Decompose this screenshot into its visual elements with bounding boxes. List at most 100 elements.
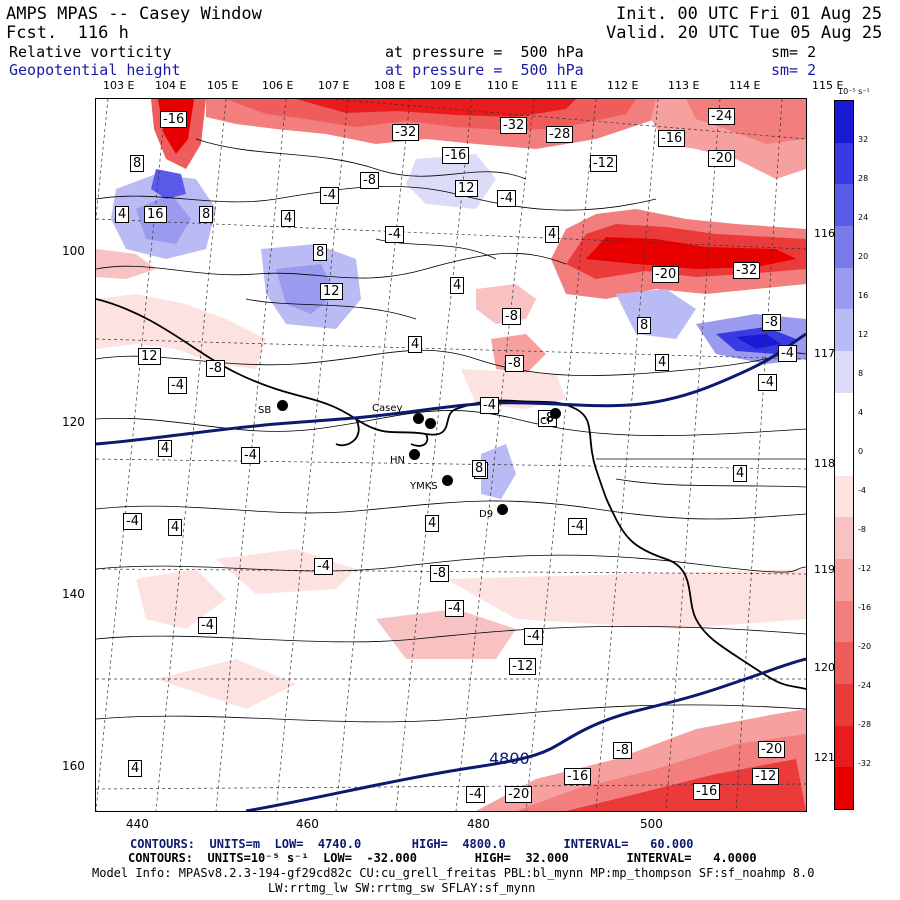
colorbar-label: -32 [858,759,872,768]
contour-label: -12 [509,658,537,675]
contour-label: 4 [655,354,670,371]
colorbar-label: -20 [858,642,872,651]
contour-label: -8 [762,314,781,331]
footer-vorticity-contours: CONTOURS: UNITS=10⁻⁵ s⁻¹ LOW= -32.000 HI… [128,851,757,865]
colorbar-units: 10⁻⁵ s⁻¹ [838,87,870,96]
station-label: YMKS [410,481,438,492]
contour-label: -20 [708,150,736,167]
contour-label: -32 [733,262,761,279]
colorbar-label: 24 [858,213,869,222]
field2-name: Geopotential height [9,61,181,79]
colorbar-swatch [835,101,853,144]
contour-label: -12 [590,155,618,172]
field1-level: at pressure = 500 hPa [385,43,584,61]
contour-label: -4 [123,513,142,530]
colorbar-label: -8 [858,525,866,534]
contour-label: 4 [158,440,173,457]
contour-label: -32 [500,117,528,134]
top-lon-label: 109 E [430,79,462,92]
colorbar-label: -24 [858,681,872,690]
contour-label: -4 [497,190,516,207]
colorbar-swatch [835,684,853,727]
y-tick-label: 120 [62,415,85,429]
colorbar [834,100,854,810]
contour-label: -28 [546,126,574,143]
contour-label: 4 [168,519,183,536]
contour-label: -4 [466,786,485,803]
colorbar-label: -16 [858,603,872,612]
top-lon-label: 105 E [207,79,239,92]
contour-label: -8 [502,308,521,325]
contour-label: 12 [455,180,478,197]
height-contours [96,332,806,811]
top-lon-label: 112 E [607,79,639,92]
colorbar-label: -4 [858,486,866,495]
colorbar-label: 20 [858,252,869,261]
x-tick-label: 500 [640,817,663,831]
top-lon-label: 115 E [812,79,844,92]
colorbar-swatch [835,475,853,518]
colorbar-label: 8 [858,369,864,378]
map-plot: 4800 [95,98,807,812]
colorbar-swatch [835,225,853,269]
colorbar-swatch [835,642,853,685]
contour-label: -4 [198,617,217,634]
contour-label: -8 [430,565,449,582]
station-label: CP [540,416,554,427]
contour-label: 4 [425,515,440,532]
colorbar-label: -12 [858,564,872,573]
contour-label: -4 [385,226,404,243]
colorbar-swatch [835,725,853,768]
contour-label: -4 [168,377,187,394]
colorbar-label: 4 [858,408,864,417]
station-label: Casey [372,403,403,414]
forecast-hour: Fcst. 116 h [6,23,129,43]
map-svg [96,99,806,811]
title-left: AMPS MPAS -- Casey Window [6,4,262,24]
x-tick-label: 460 [296,817,319,831]
y-tick-label: 100 [62,244,85,258]
colorbar-swatch [835,350,853,394]
colorbar-swatch [835,392,853,435]
contour-label: -16 [160,111,188,128]
contour-label: 12 [320,283,343,300]
contour-label: 16 [144,206,167,223]
contour-label: -4 [320,187,339,204]
contour-label: -20 [758,741,786,758]
contour-label: -4 [314,558,333,575]
station-marker [550,408,561,419]
y-tick-label: 160 [62,759,85,773]
colorbar-label: 0 [858,447,864,456]
field1-sm: sm= 2 [771,43,817,61]
top-lon-label: 104 E [155,79,187,92]
colorbar-label: 16 [858,291,869,300]
contour-label: -4 [445,600,464,617]
colorbar-swatch [835,184,853,227]
contour-label: 4 [115,206,130,223]
contour-label: -24 [708,108,736,125]
top-lon-label: 106 E [262,79,294,92]
contour-label: 4 [128,760,143,777]
contour-label: -16 [442,147,470,164]
colorbar-swatch [835,267,853,310]
contour-label: -16 [693,783,721,800]
colorbar-swatch [835,142,853,185]
colorbar-label: 12 [858,330,869,339]
valid-time: Valid. 20 UTC Tue 05 Aug 25 [606,23,883,43]
contour-label: -32 [392,124,420,141]
contour-label: 8 [472,460,487,477]
height-contour-label: 4800 [489,749,530,768]
contour-label: 4 [450,277,465,294]
station-marker [277,400,288,411]
station-label: D9 [479,509,494,520]
contour-label: -8 [206,360,225,377]
contour-label: 8 [130,155,145,172]
contour-label: -16 [658,130,686,147]
contour-label: -4 [480,397,499,414]
contour-label: -16 [564,768,592,785]
station-marker [425,418,436,429]
vorticity-shading [96,99,806,811]
init-time: Init. 00 UTC Fri 01 Aug 25 [616,4,883,24]
colorbar-swatch [835,434,853,477]
colorbar-swatch [835,600,853,643]
